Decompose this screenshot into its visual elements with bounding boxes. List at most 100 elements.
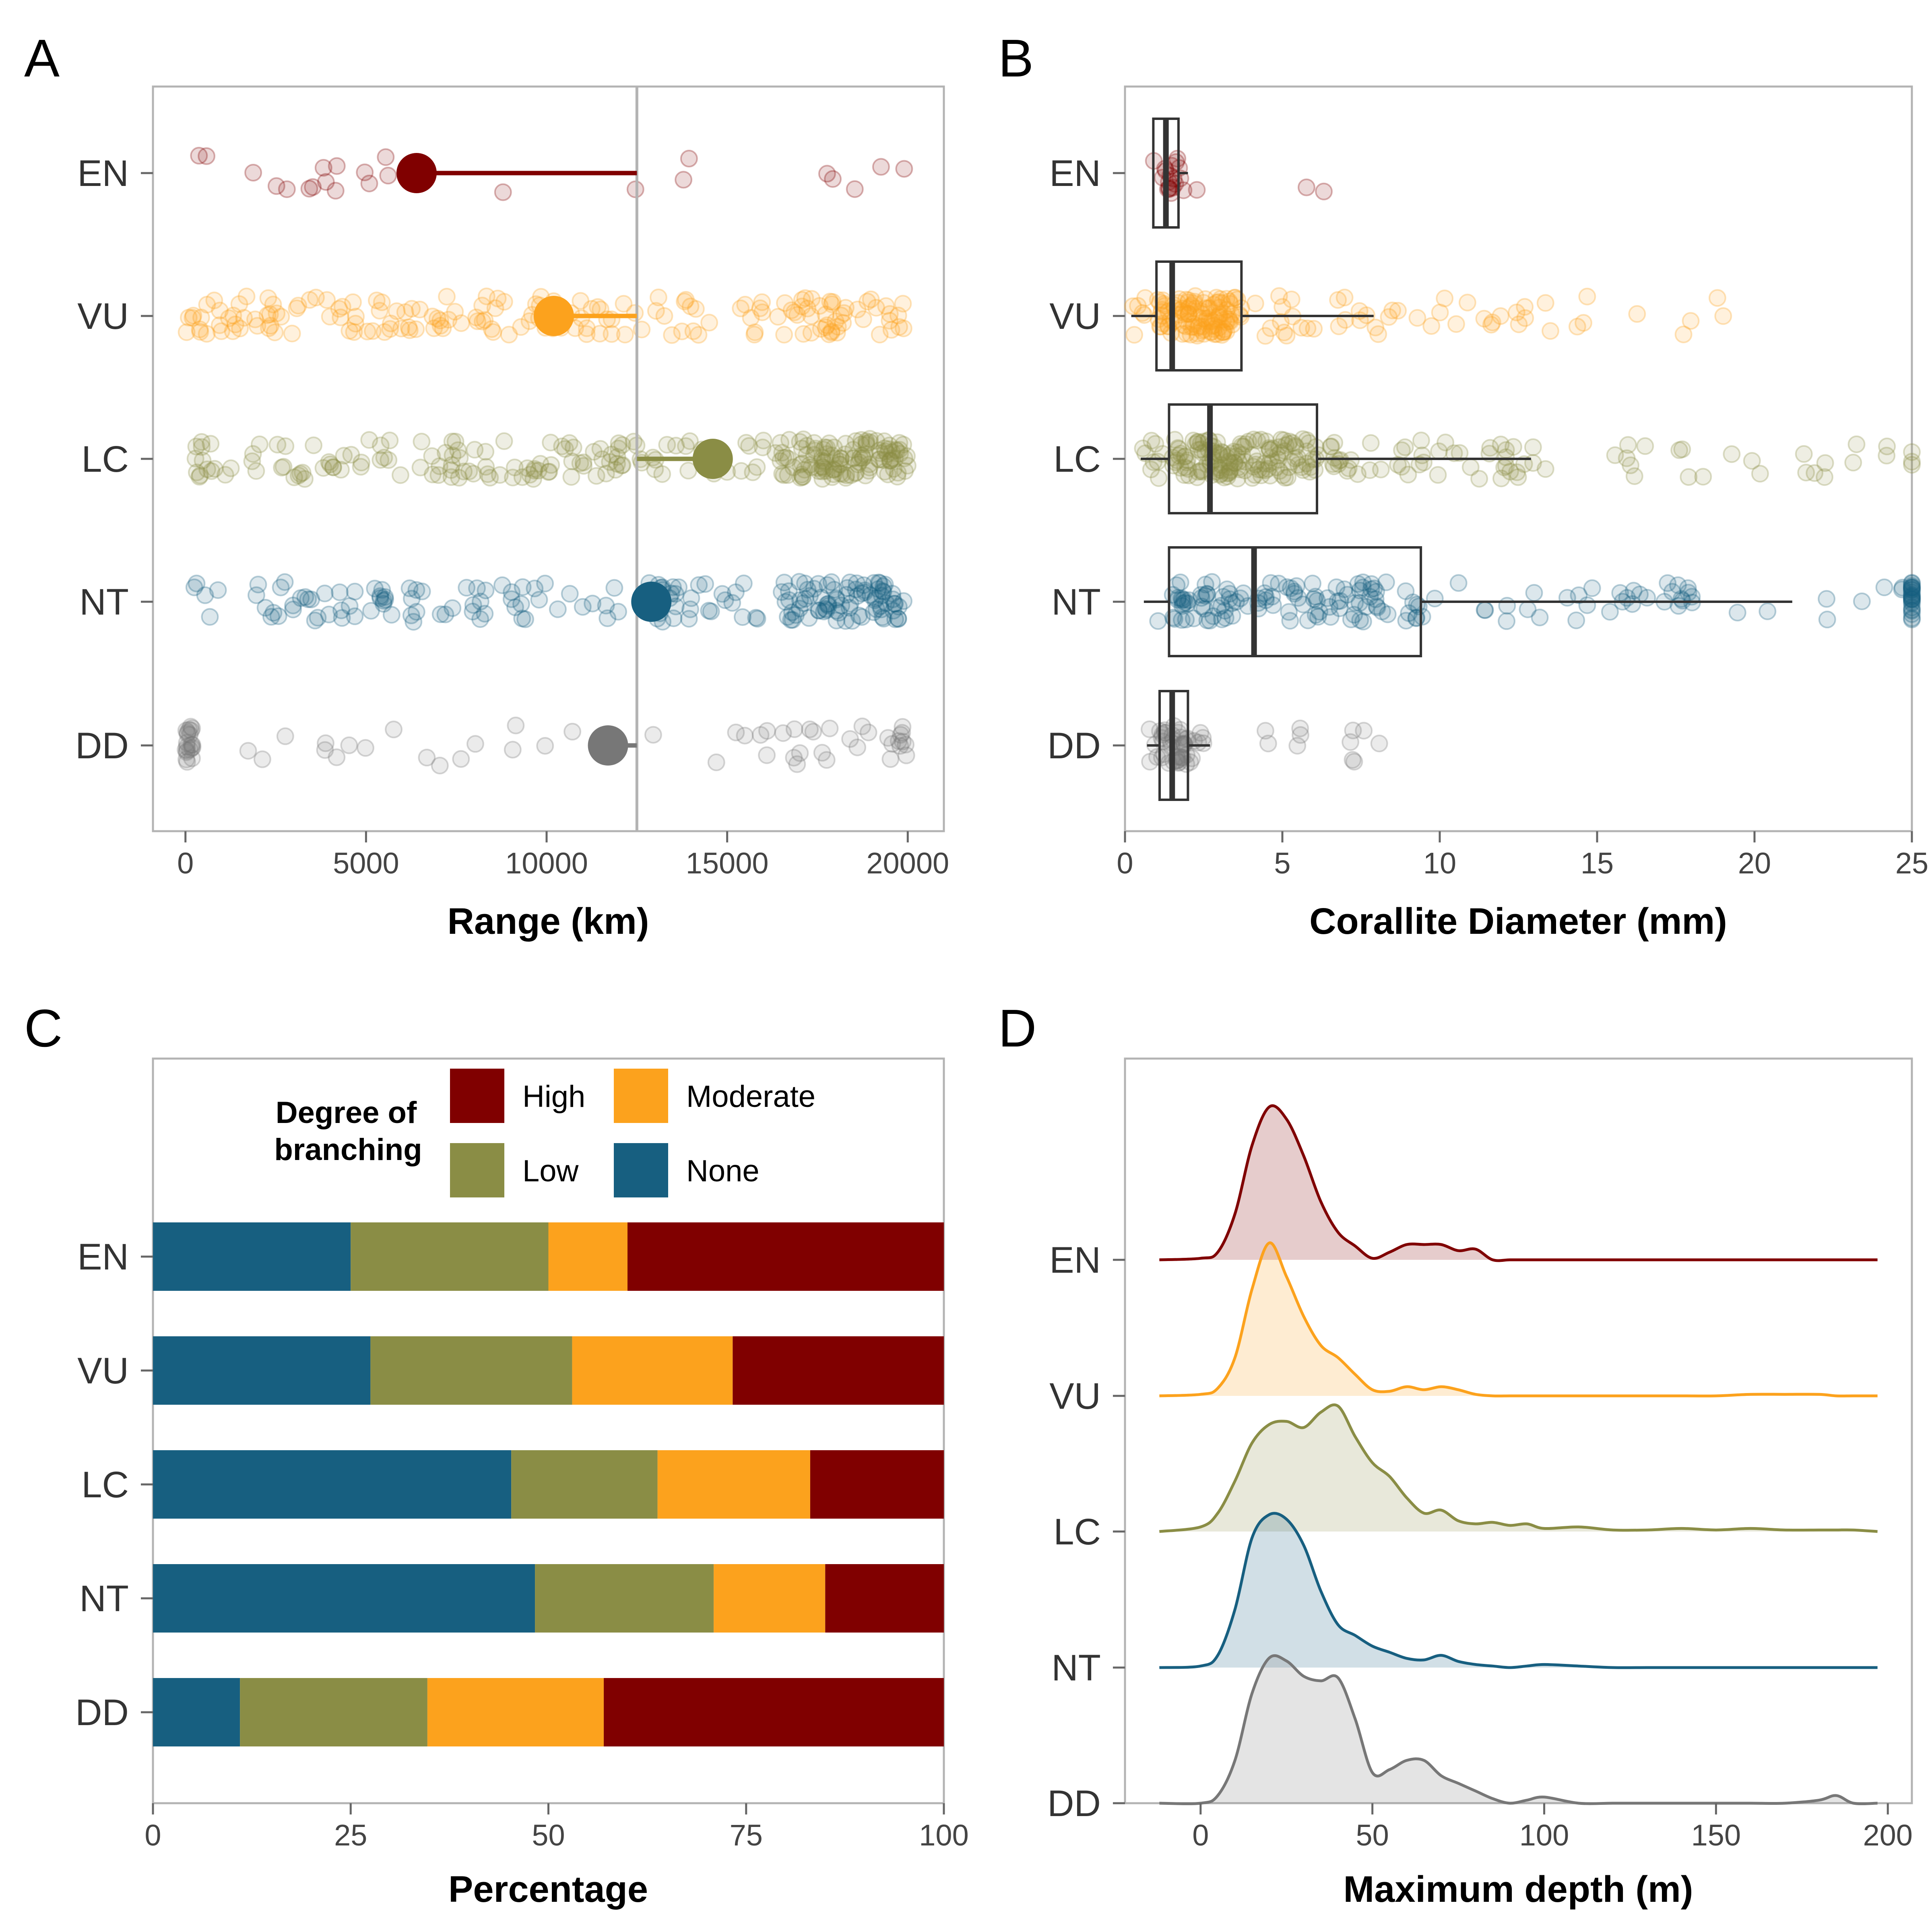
range-point-lc xyxy=(190,468,208,486)
diameter-point-nt xyxy=(1583,579,1601,597)
diameter-point-nt xyxy=(1193,597,1211,615)
range-point-lc xyxy=(268,436,287,454)
box-iqr-vu xyxy=(1155,260,1243,372)
diameter-point-vu xyxy=(1682,312,1700,330)
diameter-point-nt xyxy=(1179,594,1197,613)
range-point-lc xyxy=(861,430,879,448)
diameter-point-nt xyxy=(1216,609,1234,627)
range-point-vu xyxy=(230,295,248,313)
diameter-point-lc xyxy=(1227,447,1245,465)
diameter-point-nt xyxy=(1903,581,1921,599)
diameter-point-en xyxy=(1315,182,1333,200)
diameter-point-nt xyxy=(1304,574,1322,592)
diameter-point-vu xyxy=(1177,305,1195,323)
range-point-nt xyxy=(828,602,846,620)
range-point-vu xyxy=(796,289,814,307)
range-point-nt xyxy=(875,577,893,595)
range-point-lc xyxy=(813,458,831,476)
diameter-point-lc xyxy=(1636,437,1654,455)
range-point-lc xyxy=(613,436,632,454)
range-point-dd xyxy=(853,717,871,735)
range-point-nt xyxy=(850,607,868,625)
range-point-vu xyxy=(347,308,365,326)
diameter-point-lc xyxy=(1429,466,1447,484)
diameter-point-vu xyxy=(1389,301,1407,320)
diameter-point-vu xyxy=(1203,312,1221,330)
ridge-fill-en xyxy=(1159,1106,1878,1261)
range-point-lc xyxy=(381,431,399,450)
range-point-vu xyxy=(434,319,452,337)
range-point-en xyxy=(360,174,378,192)
diameter-point-vu xyxy=(1179,305,1197,323)
range-point-lc xyxy=(748,458,766,476)
range-point-lc xyxy=(852,431,871,449)
panel-c-x-tick-label: 0 xyxy=(144,1818,161,1852)
diameter-point-nt xyxy=(1214,588,1232,606)
range-point-lc xyxy=(832,450,850,468)
diameter-point-lc xyxy=(1261,440,1279,458)
range-point-lc xyxy=(890,434,908,452)
diameter-point-vu xyxy=(1186,287,1204,305)
range-point-nt xyxy=(817,601,836,619)
range-point-lc xyxy=(732,462,750,480)
range-point-lc xyxy=(744,463,762,481)
range-point-vu xyxy=(802,307,820,325)
range-point-nt xyxy=(516,610,535,628)
diameter-point-vu xyxy=(1205,320,1223,338)
range-point-dd xyxy=(859,723,877,741)
diameter-point-lc xyxy=(1298,431,1316,449)
diameter-point-lc xyxy=(1236,453,1254,471)
range-point-lc xyxy=(773,444,791,462)
range-point-nt xyxy=(836,612,855,630)
range-point-dd xyxy=(182,721,200,739)
range-point-vu xyxy=(341,322,359,340)
range-point-lc xyxy=(793,465,811,483)
panel-d-frame xyxy=(1124,1057,1913,1804)
diameter-point-lc xyxy=(1175,466,1193,484)
range-point-nt xyxy=(296,588,314,606)
diameter-point-vu xyxy=(1200,299,1218,317)
range-point-lc xyxy=(816,452,834,470)
diameter-point-lc xyxy=(1148,452,1166,471)
diameter-point-nt xyxy=(1361,588,1379,606)
diameter-point-lc xyxy=(1261,441,1279,459)
diameter-point-vu xyxy=(1568,318,1586,336)
ridge-fill-dd xyxy=(1159,1655,1878,1804)
diameter-point-nt xyxy=(1498,612,1516,630)
range-point-nt xyxy=(816,600,834,618)
diameter-point-vu xyxy=(1185,293,1203,311)
range-point-nt xyxy=(371,587,389,605)
diameter-point-lc xyxy=(1233,446,1251,464)
range-point-nt xyxy=(810,602,828,620)
range-point-nt xyxy=(784,611,802,629)
range-point-lc xyxy=(882,451,900,469)
diameter-point-nt xyxy=(1903,581,1921,599)
box-iqr-lc xyxy=(1168,403,1319,514)
range-point-lc xyxy=(524,470,543,488)
diameter-point-dd xyxy=(1292,726,1310,744)
diameter-point-dd xyxy=(1148,748,1166,766)
range-point-en xyxy=(377,148,395,166)
range-point-vu xyxy=(775,326,793,344)
range-point-vu xyxy=(283,324,301,343)
range-point-lc xyxy=(188,463,206,481)
range-point-dd xyxy=(893,724,911,742)
range-point-lc xyxy=(273,458,291,477)
range-mean-point-dd xyxy=(588,725,628,766)
range-point-en xyxy=(198,147,216,165)
diameter-point-lc xyxy=(1221,462,1239,481)
range-point-nt xyxy=(723,594,741,612)
diameter-point-nt xyxy=(1350,594,1368,612)
range-point-dd xyxy=(452,750,470,768)
range-point-nt xyxy=(716,591,734,609)
range-point-lc xyxy=(794,468,812,486)
diameter-point-lc xyxy=(1723,445,1741,463)
diameter-point-lc xyxy=(1536,460,1554,478)
diameter-point-lc xyxy=(1213,461,1231,479)
diameter-point-dd xyxy=(1140,720,1158,738)
diameter-point-lc xyxy=(1280,435,1298,453)
range-point-lc xyxy=(613,456,631,475)
diameter-point-lc xyxy=(1492,436,1510,454)
range-point-lc xyxy=(250,435,268,453)
